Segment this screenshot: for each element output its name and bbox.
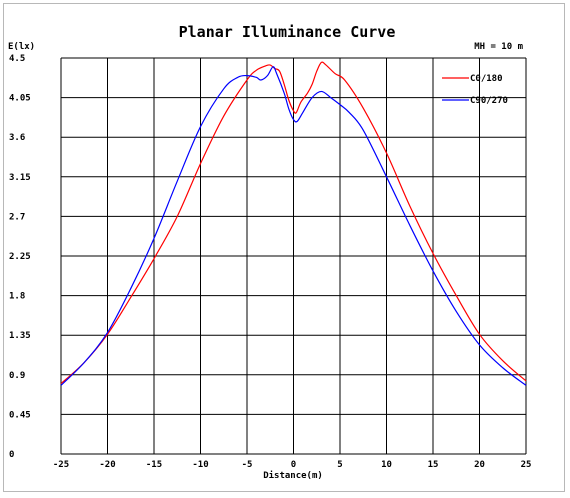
mounting-height-note: MH = 10 m	[474, 42, 523, 52]
x-tick-label: -5	[242, 460, 253, 470]
x-tick-label: 25	[521, 460, 532, 470]
y-tick-label: 0.45	[9, 410, 31, 420]
chart-frame: Planar Illuminance Curve E(lx) MH = 10 m…	[3, 3, 565, 492]
x-tick-label: 15	[428, 460, 439, 470]
x-tick-label: 10	[381, 460, 392, 470]
y-tick-label: 3.15	[9, 173, 31, 183]
x-axis-label: Distance(m)	[263, 470, 323, 481]
y-tick-label: 2.7	[9, 212, 25, 222]
x-tick-label: 20	[474, 460, 485, 470]
x-tick-label: -10	[192, 460, 208, 470]
y-tick-label: 0	[9, 450, 14, 460]
y-tick-label: 0.9	[9, 371, 25, 381]
x-tick-label: -25	[53, 460, 69, 470]
x-tick-label: -20	[99, 460, 115, 470]
y-tick-label: 1.35	[9, 331, 31, 341]
illuminance-chart: Planar Illuminance Curve E(lx) MH = 10 m…	[8, 23, 531, 481]
legend: C0/180 C90/270	[442, 74, 508, 106]
x-tick-label: -15	[146, 460, 162, 470]
legend-label: C0/180	[470, 74, 503, 84]
series-line-c90-270	[60, 66, 527, 386]
y-tick-label: 1.8	[9, 292, 25, 302]
y-tick-label: 3.6	[9, 133, 25, 143]
series-lines	[60, 61, 527, 386]
y-tick-label: 2.25	[9, 252, 31, 262]
legend-label: C90/270	[470, 96, 508, 106]
series-line-c0-180	[60, 61, 527, 385]
y-axis-label: E(lx)	[8, 42, 35, 52]
tick-labels: -25 -20 -15 -10 -5 0 5 10 15 20 25 0 0.45 0.9 1.35 1.8 2…	[9, 54, 531, 470]
x-tick-label: 5	[337, 460, 342, 470]
y-tick-label: 4.5	[9, 54, 25, 64]
chart-title: Planar Illuminance Curve	[179, 23, 396, 41]
grid	[60, 57, 527, 455]
y-tick-label: 4.05	[9, 94, 31, 104]
x-tick-label: 0	[291, 460, 296, 470]
